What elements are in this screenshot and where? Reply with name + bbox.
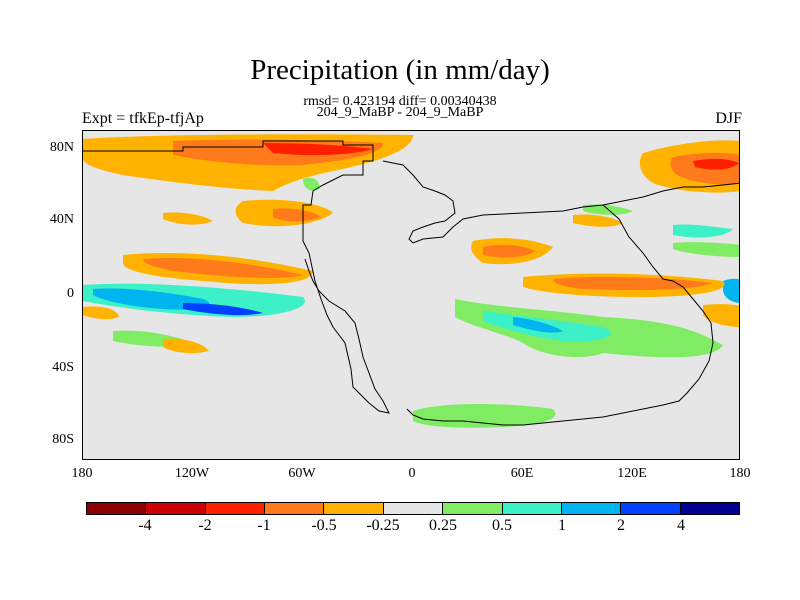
- subtropical-pacific-dry-core: [143, 257, 303, 278]
- colorbar-label: 2: [617, 517, 625, 534]
- plot-title: Precipitation (in mm/day): [250, 54, 550, 86]
- lon-tick-label: 60W: [288, 466, 316, 481]
- east-asia-dry-core: [553, 276, 713, 291]
- arctic-coastline: [382, 160, 456, 244]
- southeast-pacific-dry-patch: [163, 338, 209, 354]
- central-pacific-dry-patch: [163, 212, 213, 225]
- colorbar-swatch: [680, 503, 739, 514]
- north-pacific-wet-patch: [673, 224, 733, 238]
- pacific-wet-max: [183, 303, 263, 316]
- asia-north-coastline: [602, 182, 739, 206]
- lat-tick-label: 80S: [52, 432, 74, 447]
- lon-tick-label: 0: [408, 466, 416, 481]
- south-atlantic-wet-band: [413, 404, 556, 428]
- americas-coastline: [83, 140, 390, 414]
- positive-anomalies: [83, 177, 739, 428]
- colorbar: [86, 502, 740, 515]
- period-line: 204_9_MaBP - 204_9_MaBP: [316, 105, 484, 120]
- equatorial-east-wet-patch: [723, 278, 739, 303]
- colorbar-swatch: [621, 503, 681, 514]
- lon-tick-label: 60E: [510, 466, 534, 481]
- subtropical-wet-patch: [303, 177, 320, 191]
- colorbar-swatch: [146, 503, 206, 514]
- southwest-pacific-dry-patch: [83, 306, 119, 320]
- east-indian-dry-patch: [703, 304, 739, 327]
- africa-north-dry-core: [483, 244, 535, 258]
- colorbar-label: -0.5: [311, 517, 337, 534]
- colorbar-label: 1: [558, 517, 566, 534]
- lon-tick-label: 180: [71, 466, 93, 481]
- lat-tick-label: 40N: [49, 212, 74, 227]
- colorbar-label: -1: [257, 517, 271, 534]
- colorbar-label: 0.5: [492, 517, 512, 534]
- colorbar-swatch: [265, 503, 325, 514]
- colorbar-swatch: [383, 503, 444, 514]
- colorbar-label: -4: [138, 517, 152, 534]
- lat-tick-label: 40S: [52, 360, 74, 375]
- lon-tick-label: 120E: [617, 466, 647, 481]
- colorbar-label: 0.25: [429, 517, 457, 534]
- pacific-wet-core: [93, 288, 210, 310]
- lon-tick-label: 180: [729, 466, 751, 481]
- afro-eurasia-coastline: [406, 204, 714, 426]
- north-pacific-dry-core: [273, 208, 321, 222]
- colorbar-label: 4: [677, 517, 685, 534]
- colorbar-swatch: [443, 503, 503, 514]
- lat-tick-label: 80N: [49, 140, 74, 155]
- northeast-asia-dry-max: [693, 158, 739, 170]
- colorbar-swatch: [87, 503, 147, 514]
- map-panel: [82, 130, 740, 460]
- colorbar-label: -2: [198, 517, 212, 534]
- west-pacific-wet-patch: [673, 242, 739, 257]
- lat-tick-label: 0: [67, 286, 74, 301]
- colorbar-swatch: [205, 503, 266, 514]
- stats-line: rmsd= 0.423194 diff= 0.00340438: [303, 94, 497, 109]
- indian-ocean-wet-max: [513, 317, 563, 333]
- colorbar-label: -0.25: [366, 517, 400, 534]
- colorbar-swatch: [502, 503, 562, 514]
- colorbar-swatch: [561, 503, 622, 514]
- negative-anomalies: [83, 134, 739, 354]
- season-label: DJF: [715, 110, 742, 127]
- experiment-label: Expt = tfkEp-tfjAp: [82, 110, 204, 127]
- coastlines: [83, 140, 739, 426]
- colorbar-swatch: [324, 503, 384, 514]
- west-asia-dry-patch: [573, 214, 623, 227]
- lon-tick-label: 120W: [174, 466, 210, 481]
- precipitation-field: [83, 134, 739, 428]
- arctic-north-america-dry-max: [263, 143, 373, 156]
